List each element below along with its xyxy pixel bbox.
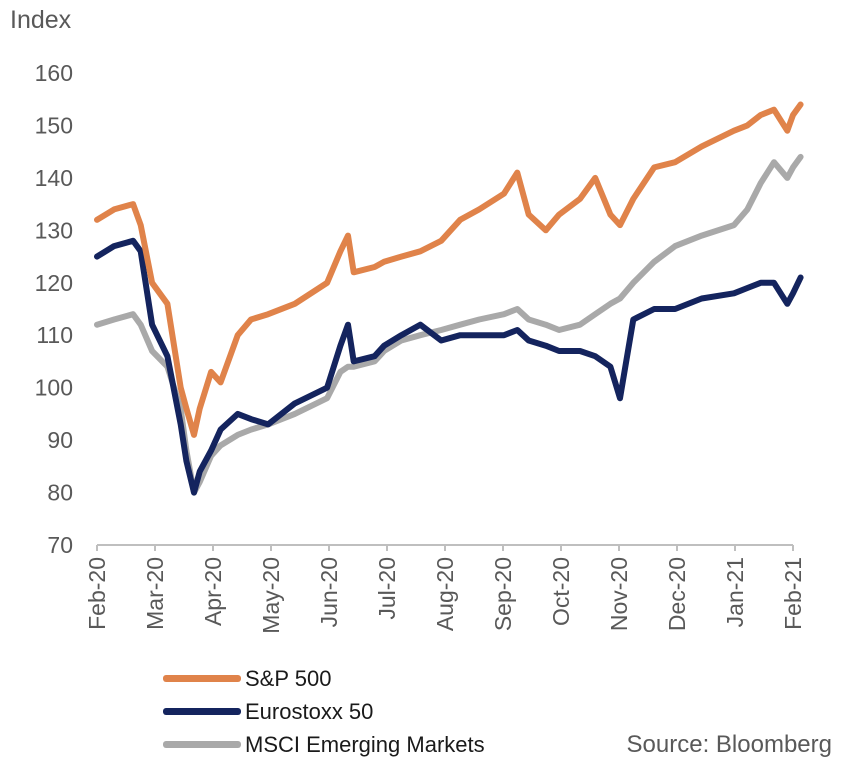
x-axis: Feb-20 Mar-20 Apr-20 May-20 Jun-20 Jul-20 Aug-… [84, 545, 806, 634]
legend-swatch-eurostoxx50 [163, 708, 241, 715]
legend-swatch-msci-em [163, 741, 241, 748]
series-line-s-p-500 [94, 101, 804, 438]
x-tick-label: Apr-20 [200, 557, 226, 626]
legend: S&P 500 Eurostoxx 50 MSCI Emerging Marke… [163, 662, 485, 761]
x-tick-label: Jan-21 [722, 557, 748, 627]
x-tick-label: Feb-21 [780, 557, 806, 630]
x-tick-label: Nov-20 [606, 557, 632, 631]
legend-label-eurostoxx50: Eurostoxx 50 [245, 698, 374, 724]
x-tick-label: Oct-20 [548, 557, 574, 626]
legend-swatch-sp500 [163, 675, 241, 682]
x-tick-label: Jul-20 [374, 557, 400, 620]
y-axis-title: Index [10, 6, 72, 34]
x-tick-label: Mar-20 [142, 557, 168, 630]
x-tick-label: Jun-20 [316, 557, 342, 627]
y-tick-label: 120 [35, 270, 73, 296]
y-tick-label: 80 [47, 480, 73, 506]
legend-label-sp500: S&P 500 [245, 665, 332, 691]
series-line-eurostoxx-50 [94, 237, 804, 496]
y-tick-label: 130 [35, 217, 73, 243]
line-chart: Index 70 80 90 100 110 120 130 140 150 160 Feb-20… [10, 6, 806, 634]
y-tick-label: 160 [35, 60, 73, 86]
source-note: Source: Bloomberg [626, 731, 832, 758]
x-tick-label: Dec-20 [664, 557, 690, 631]
series-lines [94, 101, 804, 496]
y-tick-label: 90 [47, 427, 73, 453]
legend-item-msci-em: MSCI Emerging Markets [163, 728, 485, 761]
y-tick-label: 110 [36, 322, 73, 348]
x-tick-label: Feb-20 [84, 557, 110, 630]
series-line-msci-emerging-markets [94, 153, 804, 496]
x-tick-label: May-20 [258, 557, 284, 634]
y-tick-label: 100 [35, 375, 73, 401]
y-tick-label: 140 [35, 165, 73, 191]
legend-label-msci-em: MSCI Emerging Markets [245, 731, 485, 757]
x-tick-label: Aug-20 [432, 557, 458, 631]
legend-item-sp500: S&P 500 [163, 662, 485, 695]
legend-item-eurostoxx50: Eurostoxx 50 [163, 695, 485, 728]
y-tick-label: 150 [35, 112, 73, 138]
y-axis: 70 80 90 100 110 120 130 140 150 160 [35, 60, 73, 558]
y-tick-label: 70 [47, 532, 73, 558]
x-tick-label: Sep-20 [490, 557, 516, 631]
